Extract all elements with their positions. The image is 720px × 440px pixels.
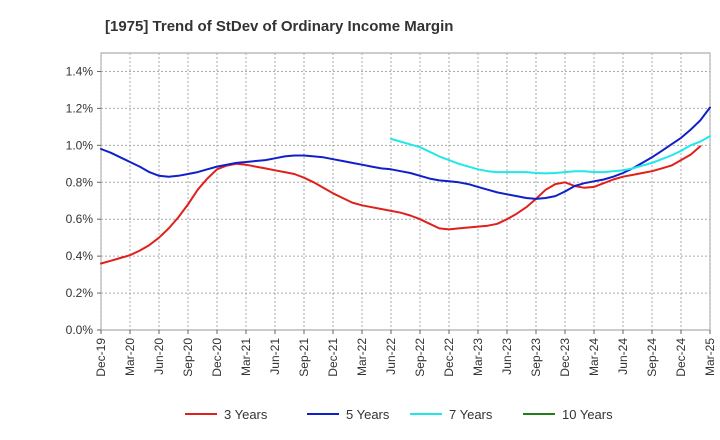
y-tick-label: 0.6% xyxy=(66,212,94,226)
x-tick-label: Mar-24 xyxy=(587,338,601,376)
legend-label-7-years: 7 Years xyxy=(449,407,493,422)
x-tick-label: Jun-24 xyxy=(616,338,630,375)
y-tick-label: 1.4% xyxy=(66,64,94,78)
x-tick-label: Sep-20 xyxy=(181,338,195,377)
y-tick-label: 0.4% xyxy=(66,249,94,263)
y-tick-label: 0.0% xyxy=(66,323,94,337)
legend-label-5-years: 5 Years xyxy=(346,407,390,422)
x-tick-label: Mar-20 xyxy=(123,338,137,376)
legend-label-10-years: 10 Years xyxy=(562,407,613,422)
x-tick-label: Dec-24 xyxy=(674,338,688,377)
x-tick-label: Sep-22 xyxy=(413,338,427,377)
x-tick-label: Jun-20 xyxy=(152,338,166,375)
y-tick-label: 0.8% xyxy=(66,175,94,189)
y-tick-label: 1.2% xyxy=(66,101,94,115)
legend-label-3-years: 3 Years xyxy=(224,407,268,422)
chart-title: [1975] Trend of StDev of Ordinary Income… xyxy=(105,18,453,35)
x-tick-label: Mar-25 xyxy=(703,338,717,376)
x-tick-label: Dec-21 xyxy=(326,338,340,377)
x-tick-label: Dec-20 xyxy=(210,338,224,377)
y-tick-label: 1.0% xyxy=(66,138,94,152)
plot-area xyxy=(100,52,711,331)
x-axis: Dec-19 Mar-20 Jun-20 Sep-20 Dec-20 Mar-21 Jun-… xyxy=(94,330,717,377)
y-tick-label: 0.2% xyxy=(66,286,94,300)
x-tick-label: Sep-21 xyxy=(297,338,311,377)
x-tick-label: Dec-19 xyxy=(94,338,108,377)
x-tick-label: Jun-23 xyxy=(500,338,514,375)
x-tick-label: Jun-22 xyxy=(384,338,398,375)
y-axis: 0.0% 0.2% 0.4% 0.6% 0.8% 1.0% 1.2% 1.4% xyxy=(66,64,101,337)
x-tick-label: Mar-23 xyxy=(471,338,485,376)
series-line-7-years xyxy=(390,135,711,175)
series-line-3-years xyxy=(100,145,702,265)
x-tick-label: Dec-23 xyxy=(558,338,572,377)
x-tick-label: Jun-21 xyxy=(268,338,282,375)
series-lines xyxy=(100,106,711,265)
series-line-5-years xyxy=(100,106,711,200)
x-tick-label: Mar-22 xyxy=(355,338,369,376)
x-tick-label: Mar-21 xyxy=(239,338,253,376)
plot-grid xyxy=(100,52,711,331)
x-tick-label: Dec-22 xyxy=(442,338,456,377)
x-tick-label: Sep-23 xyxy=(529,338,543,377)
legend: 3 Years 5 Years 7 Years 10 Years xyxy=(185,407,613,422)
x-tick-label: Sep-24 xyxy=(645,338,659,377)
